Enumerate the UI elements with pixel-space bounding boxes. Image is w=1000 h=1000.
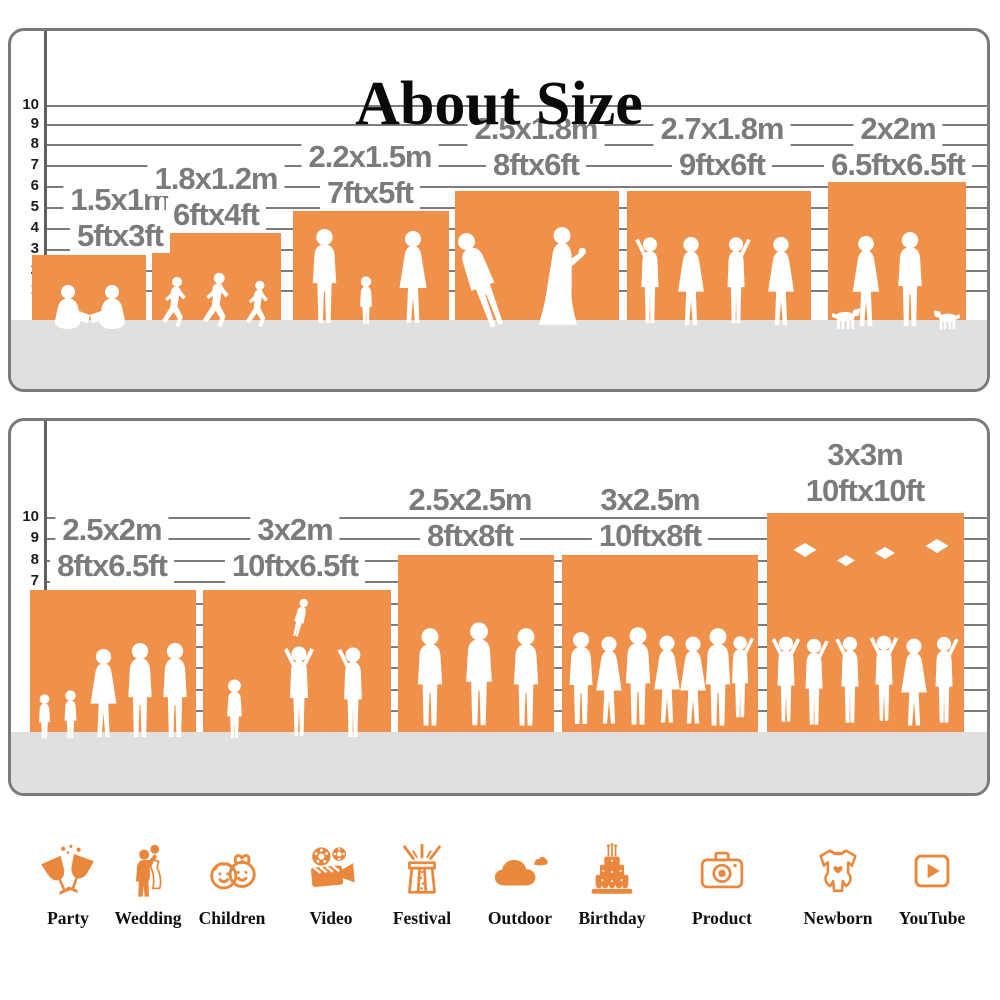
size-box-3x3m — [767, 513, 964, 732]
size-label-metric: 2.7x1.8m — [653, 112, 791, 146]
photo-camera-icon — [700, 851, 744, 889]
size-label-imperial: 8ftx6ft — [485, 148, 587, 182]
scale-tick-7: 7 — [30, 156, 39, 173]
size-label-metric: 3x3m — [820, 438, 910, 472]
size-label-imperial: 6ftx4ft — [165, 198, 267, 232]
scale-tick-10: 10 — [22, 96, 39, 113]
size-box-2.5x2m — [30, 590, 196, 739]
silhouette-wedding-couple — [455, 227, 586, 330]
scale-tick-8: 8 — [30, 135, 39, 152]
size-box-2.7x1.8m — [627, 191, 811, 326]
silhouette-family-group — [38, 643, 187, 739]
silhouette-couple-with-dogs — [831, 232, 960, 330]
silhouette-family — [312, 229, 427, 325]
category-label: Wedding — [114, 908, 182, 928]
size-label-metric: 2x2m — [853, 112, 943, 146]
scale-tick-9: 9 — [30, 115, 39, 132]
video-camera-icon — [311, 847, 355, 887]
silhouette-parents-lifting-child — [227, 597, 362, 739]
size-label-metric: 1.5x1m — [63, 183, 177, 217]
category-youtube: YouTube — [884, 842, 980, 929]
size-box-1.5x1m — [32, 255, 146, 329]
size-box-3x2.5m — [562, 555, 758, 732]
ruler-axis-line — [44, 31, 47, 389]
scale-tick-7: 7 — [30, 572, 39, 589]
size-label-imperial: 10ftx8ft — [591, 519, 709, 553]
category-label: Outdoor — [487, 908, 553, 928]
scale-tick-4: 4 — [30, 219, 39, 236]
size-label-metric: 2.5x2.5m — [401, 483, 539, 517]
gridline-6 — [45, 186, 987, 188]
category-video: Video — [283, 842, 379, 929]
birthday-cake-icon — [591, 843, 633, 894]
size-label-imperial: 8ftx8ft — [419, 519, 521, 553]
size-label-imperial: 7ftx5ft — [319, 176, 421, 210]
size-label-imperial: 10ftx6.5ft — [224, 549, 366, 583]
category-festival: Festival — [374, 842, 470, 929]
size-label-metric: 2.2x1.5m — [301, 140, 439, 174]
size-box-2.5x1.8m — [455, 191, 619, 330]
size-label-imperial: 10ftx10ft — [798, 474, 932, 508]
category-children: Children — [184, 842, 280, 929]
category-label: Festival — [392, 908, 452, 928]
size-label-imperial: 6.5ftx6.5ft — [824, 148, 972, 182]
page-title: About Size — [355, 69, 643, 138]
silhouette-friends-group — [569, 627, 754, 726]
category-label: Party — [47, 908, 89, 928]
category-product: Product — [674, 842, 770, 929]
scale-tick-5: 5 — [30, 198, 39, 215]
silhouette-graduation-group — [771, 539, 959, 726]
silhouette-kids-running — [161, 272, 268, 328]
category-label: Birthday — [578, 908, 646, 928]
size-box-2x2m — [828, 181, 966, 330]
category-label: Newborn — [803, 908, 873, 928]
category-wedding: Wedding — [100, 842, 196, 929]
category-label: Product — [692, 908, 752, 928]
size-label-metric: 3x2.5m — [593, 483, 707, 517]
category-newborn: Newborn — [790, 842, 886, 929]
size-box-2.5x2.5m — [398, 555, 554, 732]
category-label: Video — [309, 908, 353, 928]
wedding-couple-icon — [135, 844, 162, 897]
gridline-10 — [45, 105, 987, 107]
floor-strip — [11, 732, 987, 793]
size-box-2.2x1.5m — [293, 211, 449, 325]
youtube-play-icon — [914, 854, 950, 888]
scale-tick-9: 9 — [30, 529, 39, 546]
silhouette-dancing-girls — [635, 236, 794, 326]
size-panel-small: About Size 10 9 8 7 6 5 4 3 2 1 — [8, 28, 990, 392]
size-box-1.8x1.2m — [152, 233, 281, 328]
category-party: Party — [20, 842, 116, 929]
silhouette-three-men — [417, 622, 539, 726]
scale-tick-10: 10 — [22, 508, 39, 525]
baby-onesie-icon — [819, 849, 857, 893]
size-label-metric: 2.5x1.8m — [467, 112, 605, 146]
size-label-imperial: 9ftx6ft — [671, 148, 773, 182]
gift-box-icon — [403, 843, 441, 894]
floor-strip — [11, 320, 987, 389]
party-glasses-icon — [41, 844, 94, 896]
children-faces-icon — [210, 854, 256, 890]
silhouette-kids-reading — [54, 285, 126, 329]
scale-tick-6: 6 — [30, 177, 39, 194]
size-label-metric: 3x2m — [250, 513, 340, 547]
cloud-icon — [494, 856, 548, 886]
scale-tick-3: 3 — [30, 240, 39, 257]
category-birthday: Birthday — [564, 842, 660, 929]
scale-tick-8: 8 — [30, 551, 39, 568]
size-label-metric: 2.5x2m — [55, 513, 169, 547]
gridline-10 — [45, 517, 987, 519]
category-label: Children — [198, 908, 266, 928]
size-box-3x2m — [203, 590, 391, 739]
size-label-imperial: 5ftx3ft — [69, 219, 171, 253]
size-label-metric: 1.8x1.2m — [147, 162, 285, 196]
size-panel-large: 10 9 8 7 6 5 4 3 2 1 — [8, 418, 990, 796]
category-label: YouTube — [898, 908, 966, 928]
category-outdoor: Outdoor — [472, 842, 568, 929]
size-label-imperial: 8ftx6.5ft — [50, 549, 174, 583]
